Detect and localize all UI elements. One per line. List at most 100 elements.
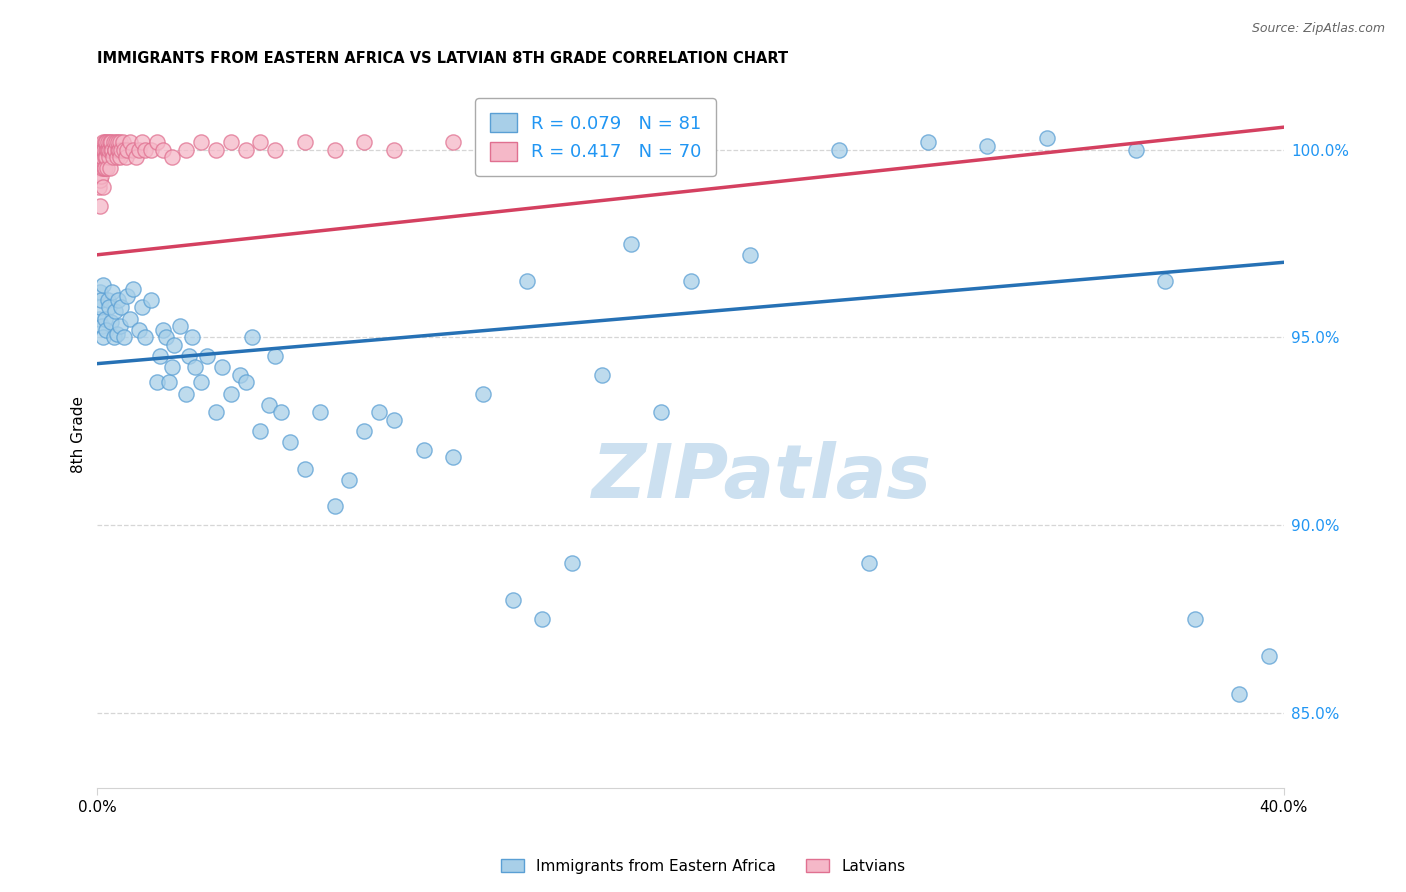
Point [98,301,121,315]
Point [91,277,114,292]
Point [152,323,174,337]
Point [91,180,114,194]
Point [270,405,292,419]
Point [828,143,851,157]
Point [112,330,135,344]
Point [382,143,405,157]
Point [104,135,127,149]
Point [103,143,125,157]
Point [1258,649,1281,664]
Point [249,424,271,438]
Point [620,236,643,251]
Point [96,135,118,149]
Point [219,135,242,149]
Point [98,143,121,157]
Point [105,150,128,164]
Point [96,150,118,164]
Point [112,143,135,157]
Point [249,135,271,149]
Point [97,293,120,307]
Point [100,315,122,329]
Point [94,135,117,149]
Point [472,386,495,401]
Point [118,135,141,149]
Point [240,330,263,344]
Y-axis label: 8th Grade: 8th Grade [72,396,86,474]
Legend: R = 0.079   N = 81, R = 0.417   N = 70: R = 0.079 N = 81, R = 0.417 N = 70 [475,98,716,176]
Point [87,161,110,176]
Point [139,293,162,307]
Point [94,311,117,326]
Point [145,376,167,390]
Point [195,349,218,363]
Point [115,289,138,303]
Point [264,349,287,363]
Text: IMMIGRANTS FROM EASTERN AFRICA VS LATVIAN 8TH GRADE CORRELATION CHART: IMMIGRANTS FROM EASTERN AFRICA VS LATVIA… [97,51,789,66]
Point [339,473,361,487]
Point [131,135,153,149]
Point [128,143,150,157]
Point [1125,143,1147,157]
Point [87,311,110,326]
Point [152,143,174,157]
Point [91,143,114,157]
Text: Source: ZipAtlas.com: Source: ZipAtlas.com [1251,22,1385,36]
Point [101,143,124,157]
Point [205,143,228,157]
Point [118,311,141,326]
Point [107,135,129,149]
Point [160,360,183,375]
Point [382,413,405,427]
Point [184,360,207,375]
Point [176,143,198,157]
Point [90,319,112,334]
Point [115,143,138,157]
Point [502,593,524,607]
Point [139,143,162,157]
Point [131,301,153,315]
Point [100,161,122,176]
Point [441,135,464,149]
Point [90,143,112,157]
Point [98,135,121,149]
Point [160,150,183,164]
Point [96,161,118,176]
Point [190,376,212,390]
Point [917,135,939,149]
Point [219,386,242,401]
Point [1227,687,1250,701]
Point [516,274,538,288]
Point [323,500,346,514]
Point [108,319,131,334]
Point [122,143,145,157]
Point [101,285,124,300]
Point [155,330,177,344]
Point [264,143,287,157]
Point [134,143,156,157]
Point [134,330,156,344]
Point [229,368,252,382]
Point [103,330,125,344]
Point [308,405,330,419]
Point [100,143,122,157]
Point [97,135,120,149]
Point [235,143,257,157]
Point [107,143,129,157]
Point [97,150,120,164]
Point [145,135,167,149]
Point [163,338,186,352]
Point [157,376,180,390]
Point [738,248,761,262]
Point [101,150,124,164]
Point [294,461,316,475]
Point [89,180,111,194]
Point [1154,274,1177,288]
Point [94,150,117,164]
Point [441,450,464,465]
Point [122,281,145,295]
Point [100,135,122,149]
Point [110,301,132,315]
Point [128,323,150,337]
Point [89,285,111,300]
Point [105,326,128,341]
